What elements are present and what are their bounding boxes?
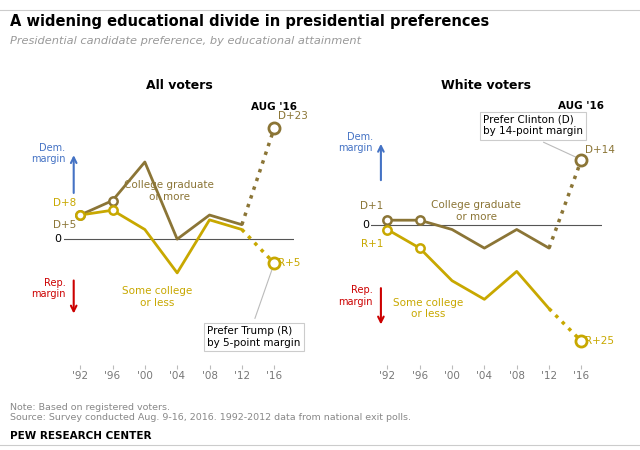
Text: PEW RESEARCH CENTER: PEW RESEARCH CENTER <box>10 431 151 441</box>
Text: Some college
or less: Some college or less <box>393 298 463 320</box>
Text: Dem.
margin: Dem. margin <box>339 132 373 153</box>
Text: Prefer Clinton (D)
by 14-point margin: Prefer Clinton (D) by 14-point margin <box>483 115 583 136</box>
Text: R+5: R+5 <box>278 258 301 268</box>
Text: AUG '16: AUG '16 <box>558 102 604 112</box>
Text: Prefer Trump (R)
by 5-point margin: Prefer Trump (R) by 5-point margin <box>207 326 301 347</box>
Text: Some college
or less: Some college or less <box>122 286 192 308</box>
Text: D+5: D+5 <box>53 220 76 230</box>
Text: College graduate
or more: College graduate or more <box>124 180 214 202</box>
Text: Source: Survey conducted Aug. 9-16, 2016. 1992-2012 data from national exit poll: Source: Survey conducted Aug. 9-16, 2016… <box>10 413 411 422</box>
Text: Rep.
margin: Rep. margin <box>31 278 66 299</box>
Text: R+25: R+25 <box>586 336 614 346</box>
Title: All voters: All voters <box>146 79 212 92</box>
Text: Rep.
margin: Rep. margin <box>339 285 373 307</box>
Text: Note: Based on registered voters.: Note: Based on registered voters. <box>10 403 170 412</box>
Text: D+1: D+1 <box>360 201 383 211</box>
Text: 0: 0 <box>362 220 369 230</box>
Text: Dem.
margin: Dem. margin <box>31 143 66 164</box>
Text: College graduate
or more: College graduate or more <box>431 200 521 222</box>
Text: AUG '16: AUG '16 <box>251 102 297 112</box>
Text: D+23: D+23 <box>278 111 308 121</box>
Title: White voters: White voters <box>442 79 531 92</box>
Text: 0: 0 <box>54 234 61 244</box>
Text: A widening educational divide in presidential preferences: A widening educational divide in preside… <box>10 14 489 29</box>
Text: Presidential candidate preference, by educational attainment: Presidential candidate preference, by ed… <box>10 36 361 46</box>
Text: D+14: D+14 <box>586 145 615 155</box>
Text: R+1: R+1 <box>361 239 383 249</box>
Text: D+8: D+8 <box>53 198 76 208</box>
